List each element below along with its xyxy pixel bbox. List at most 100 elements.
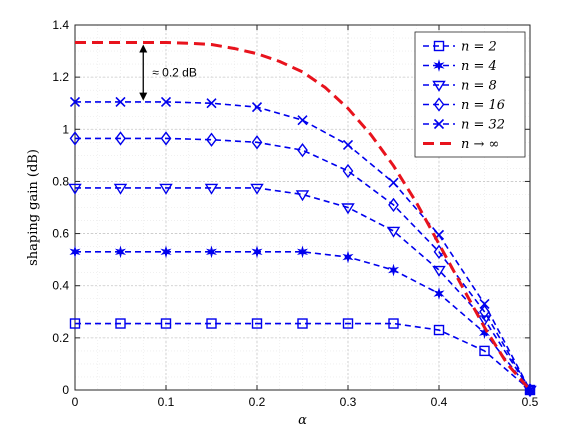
data-point (160, 131, 172, 146)
y-tick-label: 1.2 (52, 70, 69, 84)
annotation-label: ≈ 0.2 dB (152, 66, 197, 80)
data-point (115, 96, 126, 107)
x-tick-label: 0.2 (249, 395, 266, 409)
series-layer (68, 40, 537, 398)
data-point (342, 250, 354, 264)
data-point (69, 96, 81, 107)
data-point (295, 190, 310, 202)
data-point (297, 142, 308, 158)
data-point (523, 385, 537, 397)
series-line (75, 322, 531, 391)
data-point (388, 318, 399, 329)
legend-item-0: n = 2 (423, 40, 497, 55)
data-point (114, 245, 127, 259)
data-point (297, 115, 308, 126)
data-point (69, 245, 81, 259)
legend-item-5: n → ∞ (423, 137, 499, 152)
data-point (342, 139, 354, 150)
legend: n = 2 n = 4 n = 8 n = 16 n = 32 n → ∞ (414, 31, 526, 158)
data-point (342, 318, 354, 329)
legend-marker (433, 40, 445, 52)
x-axis-label: α (298, 413, 307, 428)
legend-label: n = 4 (461, 59, 497, 74)
series-2 (68, 183, 537, 397)
y-tick-label: 0.8 (52, 174, 69, 188)
data-point (388, 197, 399, 213)
annotation-arrowhead-down (139, 92, 148, 101)
data-point (115, 131, 126, 146)
legend-item-3: n = 16 (423, 97, 505, 113)
data-point (205, 245, 218, 259)
data-point (204, 183, 219, 195)
data-point (296, 245, 309, 259)
series-5 (75, 40, 532, 391)
data-point (432, 265, 446, 277)
data-point (69, 131, 81, 146)
legend-box (414, 31, 526, 158)
x-tick-label: 0.4 (431, 395, 448, 409)
data-point (478, 326, 491, 340)
data-point (342, 163, 354, 179)
data-point (206, 132, 217, 147)
legend-item-4: n = 32 (423, 118, 505, 133)
series-line (75, 101, 531, 391)
data-point (250, 183, 264, 195)
data-point (479, 304, 490, 319)
data-point (160, 318, 172, 329)
legend-marker (432, 80, 446, 92)
data-point (160, 245, 172, 259)
series-line-inf (75, 40, 532, 391)
x-tick-label: 0.5 (522, 395, 539, 409)
data-point (386, 226, 401, 238)
x-tick-label: 0.3 (340, 395, 357, 409)
data-point (388, 177, 399, 188)
y-tick-label: 0 (62, 383, 69, 397)
plot-frame (74, 24, 531, 391)
legend-label: n = 32 (461, 118, 505, 133)
series-line (75, 251, 531, 391)
legend-item-2: n = 8 (423, 79, 497, 94)
legend-marker (433, 59, 445, 72)
series-1 (69, 245, 536, 397)
y-axis-label: shaping gain (dB) (26, 149, 41, 266)
data-point (206, 98, 217, 109)
y-tick-label: 0.2 (52, 331, 69, 345)
data-point (479, 345, 490, 357)
annotation-arrowhead-up (139, 44, 148, 53)
y-tick-label: 1.4 (52, 18, 69, 32)
legend-item-1: n = 4 (423, 59, 497, 74)
y-tick-label: 0.4 (52, 279, 69, 293)
data-point (160, 96, 172, 107)
data-point (477, 315, 492, 327)
data-point (206, 318, 217, 329)
legend-label: n = 16 (461, 98, 505, 113)
axes: 0 0.1 0.2 0.3 0.4 0.5 0 0.2 0.4 0.6 0.8 1 1.2 1.4 (52, 18, 538, 409)
data-point (341, 203, 355, 215)
data-point (69, 318, 81, 329)
legend-label: n → ∞ (461, 137, 499, 152)
data-point (387, 263, 400, 277)
data-point (297, 318, 308, 329)
data-point (251, 318, 263, 329)
data-point (479, 298, 490, 310)
data-point (433, 287, 445, 300)
data-point (115, 318, 126, 329)
data-point (68, 183, 82, 195)
x-tick-label: 0 (72, 395, 79, 409)
legend-label: n = 2 (461, 40, 497, 55)
legend-marker (433, 118, 445, 130)
data-point (251, 245, 263, 259)
legend-marker (433, 97, 445, 112)
data-point (251, 135, 263, 150)
y-tick-label: 1 (62, 122, 69, 136)
legend-label: n = 8 (461, 79, 497, 94)
annotation: ≈ 0.2 dB (139, 44, 197, 101)
data-point (159, 183, 173, 195)
y-tick-label: 0.6 (52, 227, 69, 241)
data-point (113, 183, 128, 195)
data-point (433, 324, 445, 336)
series-line (75, 187, 531, 391)
data-point (251, 102, 263, 113)
x-tick-label: 0.1 (158, 395, 175, 409)
